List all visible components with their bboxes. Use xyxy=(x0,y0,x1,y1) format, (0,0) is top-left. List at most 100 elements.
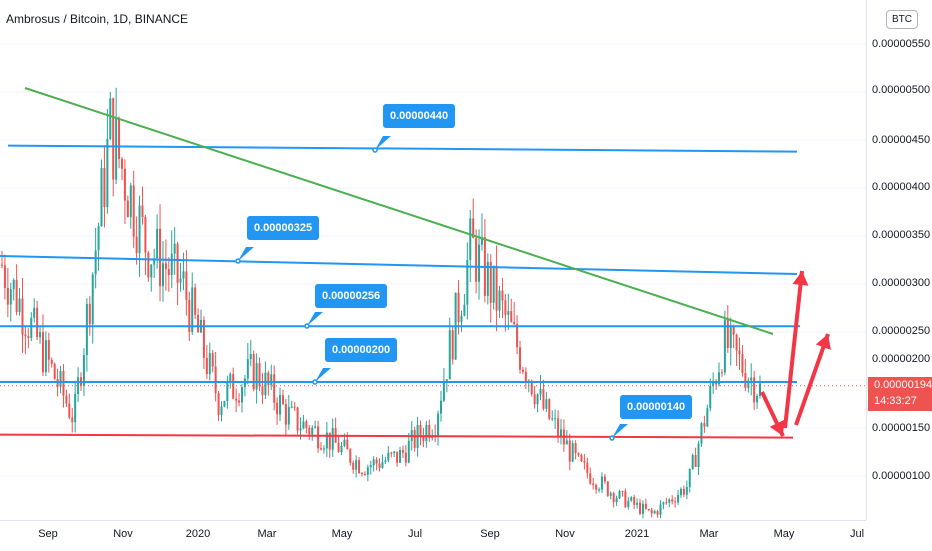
candle-body xyxy=(589,473,592,484)
level-callout-440[interactable]: 0.00000440 xyxy=(383,104,456,128)
candle-body xyxy=(401,450,404,453)
candle-body xyxy=(106,138,109,208)
candle-body xyxy=(340,445,343,453)
candle-body xyxy=(442,380,445,401)
candle-body xyxy=(147,252,150,278)
candle-body xyxy=(647,508,650,510)
candle-body xyxy=(621,491,624,493)
price-tick: 0.00000150 xyxy=(872,422,931,434)
arrow-up-2 xyxy=(794,333,830,426)
level-callout-200[interactable]: 0.00000200 xyxy=(325,338,398,362)
candle-body xyxy=(624,491,627,508)
candle-body xyxy=(612,493,615,503)
candle-body xyxy=(235,398,238,401)
candle-body xyxy=(144,216,147,253)
candle-body xyxy=(53,363,56,380)
candle-body xyxy=(583,461,586,463)
candle-body xyxy=(574,443,577,454)
candle-body xyxy=(542,389,545,409)
candle-body xyxy=(679,488,682,496)
candle-body xyxy=(551,418,554,420)
candle-body xyxy=(3,265,6,288)
candle-body xyxy=(279,395,282,415)
candle-body xyxy=(176,243,179,283)
candle-body xyxy=(747,380,750,388)
candle-body xyxy=(498,290,501,311)
candle-body xyxy=(112,98,115,180)
candle-body xyxy=(548,399,551,419)
candle-body xyxy=(521,369,524,372)
candle-body xyxy=(524,371,527,382)
time-tick: Sep xyxy=(480,528,500,540)
time-tick: Sep xyxy=(38,528,58,540)
chart-title: Ambrosus / Bitcoin, 1D, BINANCE xyxy=(6,12,189,26)
candle-body xyxy=(671,499,674,502)
price-scale[interactable] xyxy=(866,0,932,520)
candle-body xyxy=(510,311,513,322)
candle-body xyxy=(62,371,65,396)
candle-body xyxy=(633,497,636,505)
candle-body xyxy=(211,353,214,367)
candle-body xyxy=(750,377,753,381)
time-tick: Mar xyxy=(699,528,719,540)
chart-area[interactable] xyxy=(0,0,866,520)
candle-body xyxy=(492,265,495,303)
price-chart[interactable] xyxy=(0,0,866,520)
candle-body xyxy=(9,289,12,305)
candle-body xyxy=(475,237,478,282)
candle-body xyxy=(120,158,123,169)
candle-body xyxy=(627,500,630,508)
candle-body xyxy=(284,404,287,425)
callout-pointer xyxy=(238,247,254,261)
candle-body xyxy=(223,401,226,407)
candle-body xyxy=(363,473,366,475)
candle-body xyxy=(314,426,317,428)
time-tick: 2021 xyxy=(624,528,650,540)
candle-body xyxy=(372,459,375,466)
candle-body xyxy=(305,421,308,428)
level-callout-256[interactable]: 0.00000256 xyxy=(315,284,388,308)
price-tick: 0.00000350 xyxy=(872,229,931,241)
candle-body xyxy=(565,440,568,445)
candle-body xyxy=(153,258,156,265)
candle-body xyxy=(47,340,50,360)
candle-body xyxy=(36,307,39,338)
last-price-value: 0.00000194 xyxy=(874,379,932,391)
price-tick: 0.00000300 xyxy=(872,277,931,289)
candle-body xyxy=(261,386,264,396)
candle-body xyxy=(27,336,30,339)
candle-body xyxy=(753,377,756,403)
candle-body xyxy=(609,493,612,496)
candle-body xyxy=(59,371,62,387)
candle-body xyxy=(399,450,402,463)
candle-body xyxy=(135,236,138,254)
candle-body xyxy=(445,379,448,381)
candle-body xyxy=(744,373,747,388)
candle-body xyxy=(82,355,85,386)
candle-body xyxy=(656,511,659,515)
candle-body xyxy=(688,468,691,487)
candle-body xyxy=(39,332,42,338)
candle-body xyxy=(44,340,47,373)
candle-body xyxy=(118,118,121,159)
candle-body xyxy=(349,449,352,463)
level-callout-325[interactable]: 0.00000325 xyxy=(247,216,320,240)
candle-body xyxy=(641,503,644,514)
candle-body xyxy=(369,465,372,468)
candle-body xyxy=(360,473,363,475)
candle-body xyxy=(85,303,88,356)
candle-body xyxy=(325,432,328,449)
level-callout-140[interactable]: 0.00000140 xyxy=(620,395,693,419)
arrow-down-head xyxy=(769,419,785,436)
candle-body xyxy=(205,357,208,375)
candle-body xyxy=(759,383,761,396)
candle-body xyxy=(715,382,718,385)
candle-body xyxy=(741,354,744,374)
candle-body xyxy=(91,274,94,325)
candle-body xyxy=(600,476,603,490)
time-scale[interactable] xyxy=(0,520,866,551)
candle-body xyxy=(226,382,229,402)
currency-button[interactable]: BTC xyxy=(886,10,918,29)
candle-body xyxy=(393,451,396,454)
price-tick: 0.00000450 xyxy=(872,134,931,146)
